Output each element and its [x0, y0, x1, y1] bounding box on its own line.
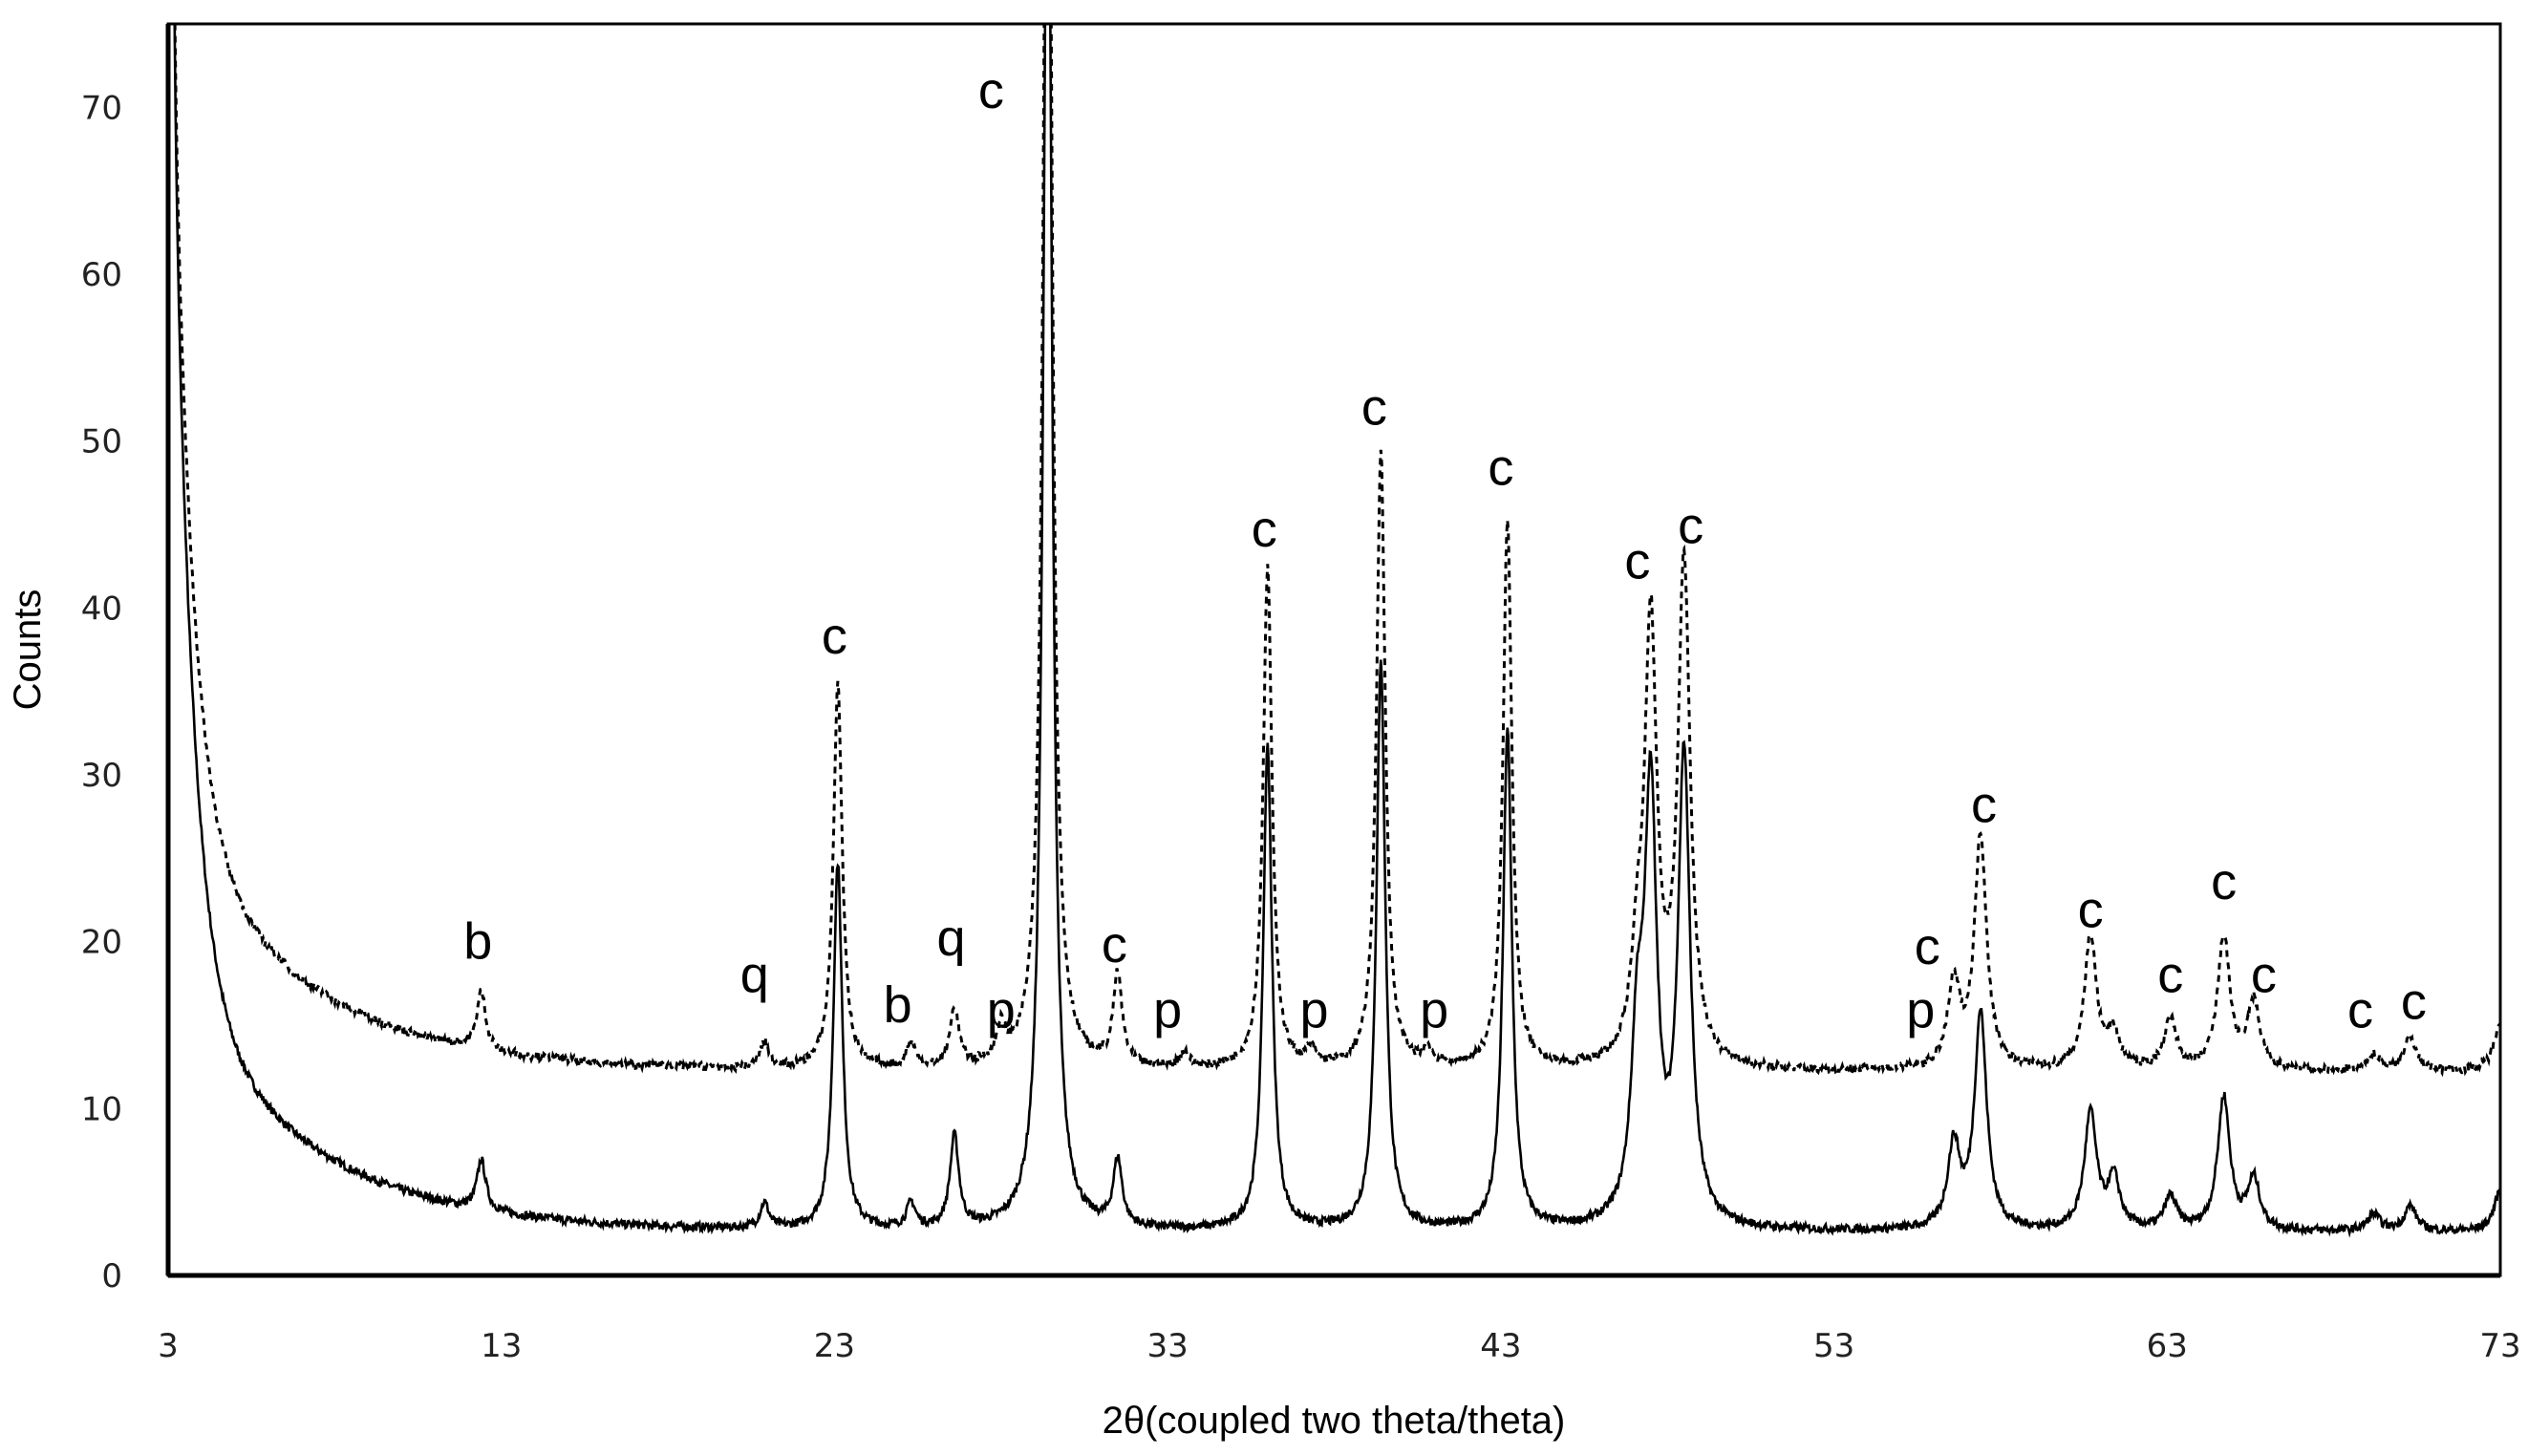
- peak-label-c: c: [1915, 918, 1940, 975]
- peak-label-p: p: [987, 981, 1016, 1038]
- peak-label-c: c: [2078, 881, 2104, 938]
- peak-label-c: c: [1678, 498, 1703, 555]
- peak-label-c: c: [1361, 379, 1387, 437]
- peak-label-c: c: [978, 62, 1004, 119]
- x-tick-label: 63: [2147, 1327, 2188, 1365]
- peak-label-c: c: [1252, 501, 1277, 558]
- peak-label-c: c: [822, 608, 847, 665]
- x-tick-label: 13: [481, 1327, 522, 1365]
- peak-label-c: c: [2251, 947, 2277, 1004]
- y-tick-label: 0: [101, 1257, 122, 1295]
- y-tick-label: 40: [81, 589, 122, 628]
- peak-label-p: p: [1300, 981, 1329, 1038]
- y-tick-labels: 0 10 20 30 40 50 60 70: [81, 89, 122, 1295]
- x-tick-label: 43: [1480, 1327, 1521, 1365]
- series-solid: [173, 24, 2500, 1238]
- y-tick-label: 50: [81, 423, 122, 461]
- peak-label-c: c: [2157, 947, 2183, 1004]
- x-tick-label: 23: [814, 1327, 855, 1365]
- peak-label-p: p: [1420, 981, 1448, 1038]
- peak-label-c: c: [2347, 981, 2373, 1038]
- y-tick-label: 30: [81, 757, 122, 795]
- x-tick-label: 33: [1147, 1327, 1189, 1365]
- peak-label-c: c: [1624, 532, 1650, 589]
- series-layer: [173, 24, 2500, 1238]
- x-tick-label: 3: [158, 1327, 179, 1365]
- peak-label-p: p: [1153, 981, 1182, 1038]
- peak-label-q: q: [936, 910, 965, 967]
- peak-label-c: c: [2211, 853, 2237, 910]
- peak-label-b: b: [884, 976, 912, 1034]
- peak-label-c: c: [1102, 916, 1127, 974]
- y-tick-label: 60: [81, 256, 122, 294]
- peak-label-c: c: [1971, 776, 1997, 833]
- peak-label-p: p: [1906, 981, 1935, 1038]
- y-axis-title: Counts: [7, 589, 49, 711]
- x-tick-label: 73: [2479, 1327, 2520, 1365]
- x-tick-label: 53: [1813, 1327, 1854, 1365]
- peak-label-b: b: [463, 913, 492, 971]
- peak-label-q: q: [740, 947, 769, 1004]
- series-dashed: [173, 24, 2500, 1078]
- peak-label-c: c: [1488, 439, 1513, 497]
- x-axis-title: 2θ(coupled two theta/theta): [1103, 1400, 1566, 1442]
- x-tick-labels: 3 13 23 33 43 53 63 73: [158, 1327, 2520, 1365]
- y-tick-label: 20: [81, 924, 122, 962]
- y-tick-label: 10: [81, 1090, 122, 1128]
- y-tick-label: 70: [81, 89, 122, 127]
- peak-label-c: c: [2401, 974, 2427, 1031]
- plot-frame: [166, 22, 2502, 1277]
